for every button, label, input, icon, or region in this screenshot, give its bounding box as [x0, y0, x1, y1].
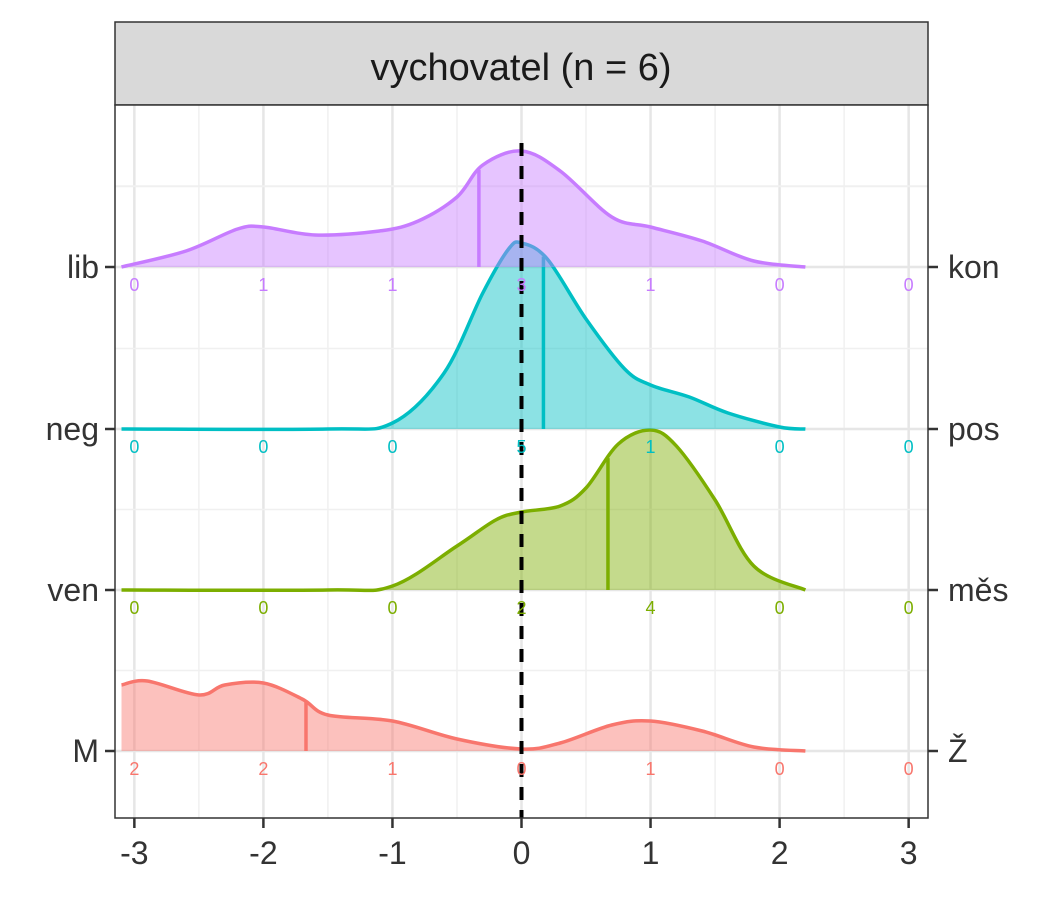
count-label: 0 [904, 598, 914, 618]
count-label: 0 [129, 275, 139, 295]
y-label-left: M [72, 733, 99, 769]
y-label-left: neg [46, 411, 99, 447]
count-label: 1 [258, 275, 268, 295]
count-label: 0 [258, 598, 268, 618]
density-area [121, 241, 806, 430]
y-label-left: lib [67, 249, 99, 285]
x-tick-label: 2 [771, 835, 789, 871]
ridge-lib [121, 149, 806, 269]
y-label-left: ven [47, 572, 99, 608]
count-label: 0 [129, 437, 139, 457]
x-tick-label: -2 [249, 835, 277, 871]
ridges [121, 149, 807, 753]
count-label: 4 [646, 598, 656, 618]
count-label: 3 [516, 275, 526, 295]
density-area [121, 680, 806, 751]
count-label: 2 [516, 598, 526, 618]
count-label: 0 [775, 759, 785, 779]
y-label-right: Ž [948, 733, 968, 769]
y-label-right: kon [948, 249, 1000, 285]
count-label: 0 [516, 759, 526, 779]
count-label: 5 [516, 437, 526, 457]
count-label: 0 [904, 437, 914, 457]
count-label: 1 [646, 759, 656, 779]
count-label: 0 [258, 437, 268, 457]
x-tick-label: 1 [642, 835, 660, 871]
count-label: 1 [387, 759, 397, 779]
count-label: 1 [646, 437, 656, 457]
count-label: 0 [387, 437, 397, 457]
count-label: 1 [387, 275, 397, 295]
density-curve [121, 240, 806, 432]
x-tick-label: -1 [378, 835, 406, 871]
ridge-M [121, 678, 806, 753]
ridge-ven [121, 428, 807, 593]
count-label: 0 [387, 598, 397, 618]
y-label-right: měs [948, 572, 1008, 608]
count-label: 0 [775, 275, 785, 295]
density-curve [121, 678, 806, 753]
ridge-neg [121, 240, 806, 432]
count-label: 0 [904, 759, 914, 779]
density-area [121, 429, 806, 591]
count-label: 0 [129, 598, 139, 618]
count-label: 1 [646, 275, 656, 295]
count-label: 0 [775, 437, 785, 457]
density-curve [121, 428, 807, 593]
y-label-right: pos [948, 411, 1000, 447]
count-label: 2 [129, 759, 139, 779]
x-tick-label: -3 [120, 835, 148, 871]
x-tick-label: 0 [513, 835, 531, 871]
strip-background [114, 21, 929, 106]
density-area [121, 150, 806, 267]
density-curve [121, 149, 806, 269]
count-label: 2 [258, 759, 268, 779]
count-label: 0 [775, 598, 785, 618]
x-tick-label: 3 [900, 835, 918, 871]
count-label: 0 [904, 275, 914, 295]
count-labels: 2 2 1 0 1 0 00 0 0 2 4 0 00 0 0 5 1 0 00 1 1 3 1 0 0 [129, 275, 913, 779]
chart-title: vychovatel (n = 6) [371, 47, 672, 89]
